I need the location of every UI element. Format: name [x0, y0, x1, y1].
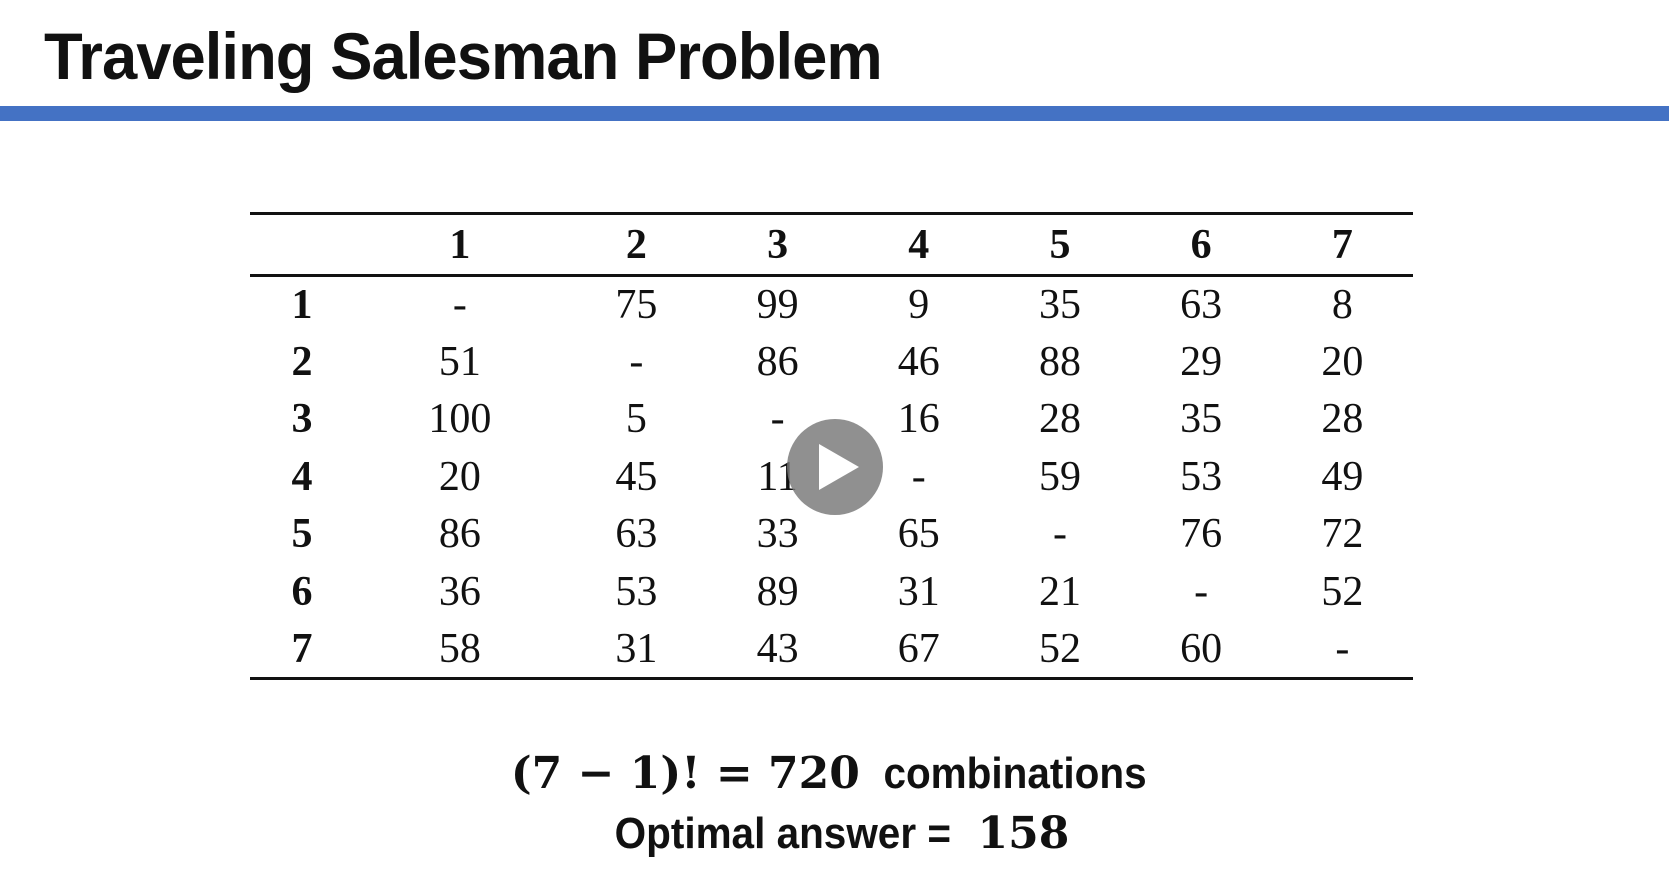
distance-cell: 36 [438, 568, 481, 615]
distance-cell: 75 [615, 282, 658, 328]
distance-cell: 21 [1038, 568, 1081, 615]
table-row: 2 51 - 86 46 88 29 20 [250, 333, 1413, 391]
distance-cell: 52 [1321, 568, 1364, 615]
play-button[interactable] [787, 419, 883, 515]
distance-cell: 20 [438, 453, 481, 500]
optimal-answer-label: Optimal answer = [614, 809, 951, 858]
distance-cell: 20 [1321, 338, 1364, 385]
row-header: 6 [291, 568, 313, 615]
column-header: 2 [625, 221, 647, 268]
table-row: 6 36 53 89 31 21 - 52 [250, 563, 1413, 621]
optimal-answer: Optimal answer = 158 [0, 808, 1669, 859]
row-header: 1 [291, 282, 313, 328]
table-row: 4 20 45 11-59 53 49 [250, 448, 1413, 506]
distance-cell: 86 [438, 511, 481, 558]
combinations-formula: (7 − 1)! = 720 combinations [0, 748, 1669, 799]
distance-cell: - [770, 396, 785, 443]
distance-cell: 100 [428, 396, 492, 443]
distance-cell: 28 [1038, 396, 1081, 443]
distance-cell: 28 [1321, 396, 1364, 443]
column-header: 4 [908, 221, 930, 268]
distance-cell: - [911, 453, 926, 500]
distance-cell: - [1194, 568, 1209, 615]
distance-cell: 53 [615, 568, 658, 615]
distance-cell: 9 [908, 282, 930, 328]
row-header: 5 [291, 511, 313, 558]
table-row: 3 100 5 - 16 28 35 28 [250, 391, 1413, 449]
distance-cell: 58 [438, 625, 481, 672]
distance-cell: 89 [756, 568, 799, 615]
distance-cell: 67 [897, 625, 940, 672]
distance-cell: - [1052, 511, 1067, 558]
row-header: 4 [291, 453, 313, 500]
table-row: 1-75 99 9 35 63 8 [250, 276, 1413, 334]
distance-cell: 8 [1331, 282, 1353, 328]
row-header: 2 [291, 338, 313, 385]
distance-cell: 29 [1180, 338, 1223, 385]
distance-cell: 31 [897, 568, 940, 615]
column-header: 6 [1190, 221, 1212, 268]
distance-cell: 99 [756, 282, 799, 328]
distance-cell: 86 [756, 338, 799, 385]
distance-cell: 45 [615, 453, 658, 500]
distance-cell: 63 [1180, 282, 1223, 328]
distance-cell: 59 [1038, 453, 1081, 500]
distance-cell: 88 [1038, 338, 1081, 385]
distance-cell: 35 [1038, 282, 1081, 328]
column-header-row: 1 2 3 4 5 6 7 [250, 213, 1413, 276]
table-row: 7 58 31 43 67 52 60 - [250, 621, 1413, 678]
factorial-expression: (7 − 1)! = 720 [510, 748, 860, 799]
column-header: 7 [1331, 221, 1353, 268]
play-icon [819, 444, 859, 490]
column-header: 3 [767, 221, 789, 268]
distance-cell: - [629, 338, 644, 385]
distance-cell: - [1335, 625, 1350, 672]
row-header: 3 [291, 396, 313, 443]
distance-cell: 31 [615, 625, 658, 672]
slide-title: Traveling Salesman Problem [44, 19, 883, 93]
title-divider [0, 106, 1669, 121]
column-header: 1 [449, 221, 471, 268]
distance-cell: 63 [615, 511, 658, 558]
distance-cell: - [452, 282, 467, 328]
distance-cell: 16 [897, 396, 940, 443]
distance-cell: 76 [1180, 511, 1223, 558]
distance-cell: 35 [1180, 396, 1223, 443]
distance-cell: 60 [1180, 625, 1223, 672]
distance-cell: 46 [897, 338, 940, 385]
distance-table: 1 2 3 4 5 6 7 1-75 99 9 35 63 8 2 51-86 46 88 29 20… [250, 212, 1413, 680]
distance-cell: 43 [756, 625, 799, 672]
distance-cell: 5 [625, 396, 647, 443]
distance-cell: 72 [1321, 511, 1364, 558]
table-row: 5 86 63 33 65 - 76 72 [250, 506, 1413, 564]
distance-cell: 52 [1038, 625, 1081, 672]
distance-matrix: 1 2 3 4 5 6 7 1-75 99 9 35 63 8 2 51-86 46 88 29 20… [250, 212, 1413, 680]
distance-cell: 53 [1180, 453, 1223, 500]
column-header: 5 [1049, 221, 1071, 268]
distance-cell: 65 [897, 511, 940, 558]
combinations-label: combinations [883, 749, 1147, 798]
distance-cell: 51 [438, 338, 481, 385]
optimal-answer-value: 158 [977, 808, 1070, 859]
distance-cell: 49 [1321, 453, 1364, 500]
row-header: 7 [291, 625, 313, 672]
distance-cell: 33 [756, 511, 799, 558]
corner-cell [250, 214, 354, 276]
